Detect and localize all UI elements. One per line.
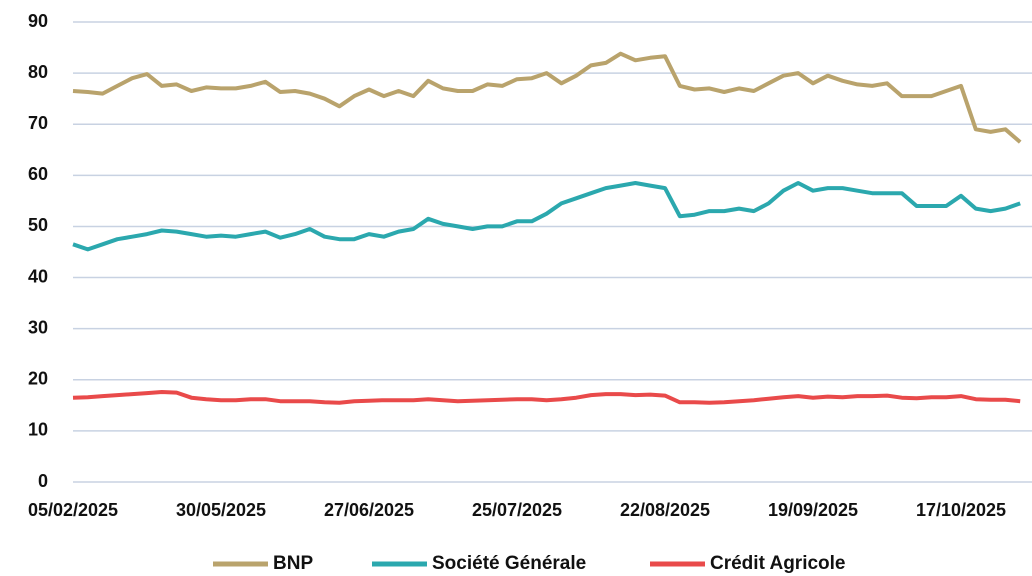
y-tick-label: 80: [28, 62, 48, 82]
y-tick-label: 0: [38, 471, 48, 491]
y-tick-label: 60: [28, 164, 48, 184]
y-tick-label: 70: [28, 113, 48, 133]
legend-label: Société Générale: [432, 553, 586, 574]
x-tick-label: 30/05/2025: [176, 500, 266, 520]
x-tick-label: 22/08/2025: [620, 500, 710, 520]
y-tick-label: 30: [28, 317, 48, 337]
legend-label: BNP: [273, 553, 313, 574]
y-tick-label: 40: [28, 266, 48, 286]
x-tick-label: 19/09/2025: [768, 500, 858, 520]
x-tick-label: 17/10/2025: [916, 500, 1006, 520]
series-line: [72, 51, 1022, 144]
x-tick-label: 05/02/2025: [28, 500, 118, 520]
x-tick-label: 25/07/2025: [472, 500, 562, 520]
series-line: [72, 181, 1021, 252]
y-tick-label: 10: [28, 420, 48, 440]
y-tick-label: 50: [28, 215, 48, 235]
x-tick-label: 27/06/2025: [324, 500, 414, 520]
y-tick-label: 90: [28, 11, 48, 31]
series-line: [72, 390, 1021, 405]
y-tick-label: 20: [28, 369, 48, 389]
legend-label: Crédit Agricole: [710, 553, 846, 574]
